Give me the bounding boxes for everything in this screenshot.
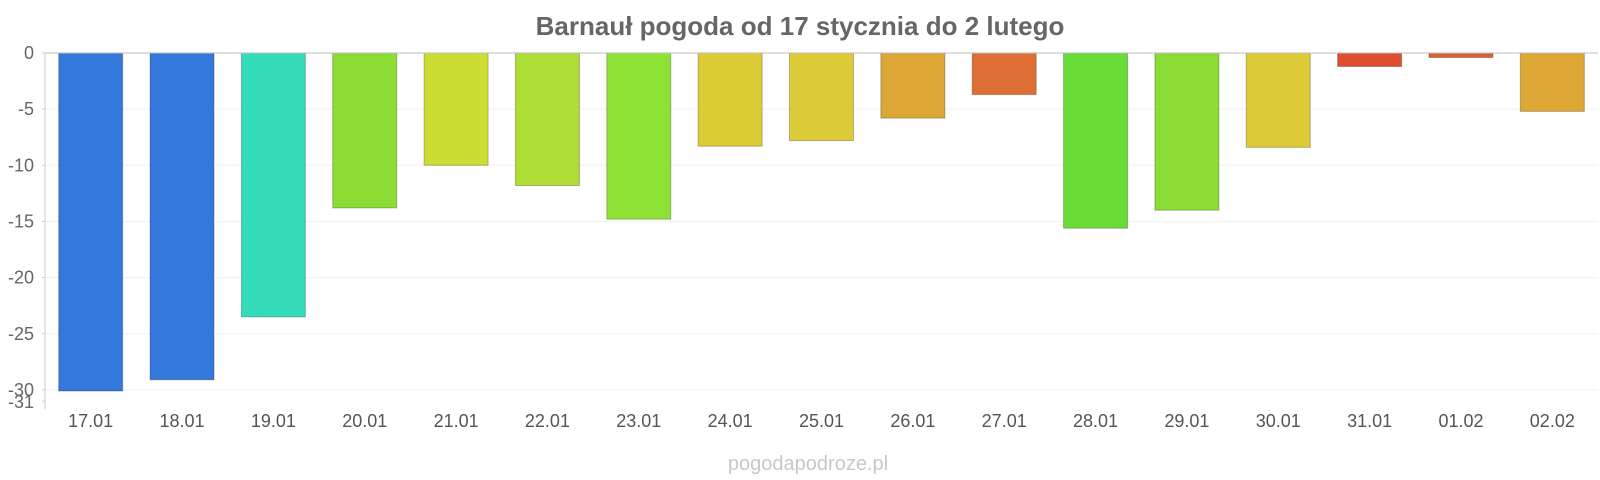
x-tick-label: 27.01 <box>982 411 1027 431</box>
axes <box>44 52 1598 410</box>
bar <box>606 52 672 220</box>
bar <box>423 52 489 166</box>
x-tick-label: 26.01 <box>890 411 935 431</box>
x-tick-label: 23.01 <box>616 411 661 431</box>
bar <box>514 52 580 187</box>
y-tick-label: -31 <box>8 392 34 412</box>
bar <box>789 52 854 142</box>
bar <box>971 52 1037 96</box>
bars <box>58 52 1585 392</box>
x-tick-label: 01.02 <box>1438 411 1483 431</box>
y-tick-label: 0 <box>24 43 34 63</box>
bar <box>1337 52 1403 67</box>
x-tick-label: 18.01 <box>160 411 205 431</box>
x-axis-ticks: 17.01 18.01 19.01 20.01 21.01 22.01 23.01 24.01… <box>68 411 1575 431</box>
bar <box>1063 52 1129 229</box>
chart-title: Barnauł pogoda od 17 stycznia do 2 luteg… <box>536 11 1065 41</box>
x-tick-label: 24.01 <box>708 411 753 431</box>
bar <box>1245 52 1311 148</box>
x-tick-label: 29.01 <box>1164 411 1209 431</box>
y-tick-label: -20 <box>8 268 34 288</box>
x-tick-label: 31.01 <box>1347 411 1392 431</box>
bar <box>1428 52 1494 58</box>
x-tick-label: 21.01 <box>434 411 479 431</box>
bar <box>1519 52 1585 112</box>
bar <box>1154 52 1220 211</box>
y-tick-label: -15 <box>8 211 34 231</box>
x-tick-label: 30.01 <box>1256 411 1301 431</box>
bar <box>332 52 398 209</box>
y-tick-label: -10 <box>8 155 34 175</box>
x-tick-label: 19.01 <box>251 411 296 431</box>
x-tick-label: 20.01 <box>342 411 387 431</box>
x-tick-label: 28.01 <box>1073 411 1118 431</box>
bar <box>240 52 306 318</box>
y-tick-label: -30 <box>8 380 34 400</box>
x-tick-label: 02.02 <box>1530 411 1575 431</box>
y-tick-label: -5 <box>18 99 34 119</box>
bar <box>149 52 215 381</box>
bar <box>880 52 946 119</box>
y-axis-ticks: 0 -5 -10 -15 -20 -25 -30-31 <box>8 43 45 412</box>
bar <box>697 52 763 147</box>
x-tick-label: 25.01 <box>799 411 844 431</box>
source-watermark: pogodapodroze.pl <box>728 453 888 475</box>
x-tick-label: 17.01 <box>68 411 113 431</box>
y-tick-label: -25 <box>8 324 34 344</box>
bar <box>58 52 124 392</box>
x-tick-label: 22.01 <box>525 411 570 431</box>
